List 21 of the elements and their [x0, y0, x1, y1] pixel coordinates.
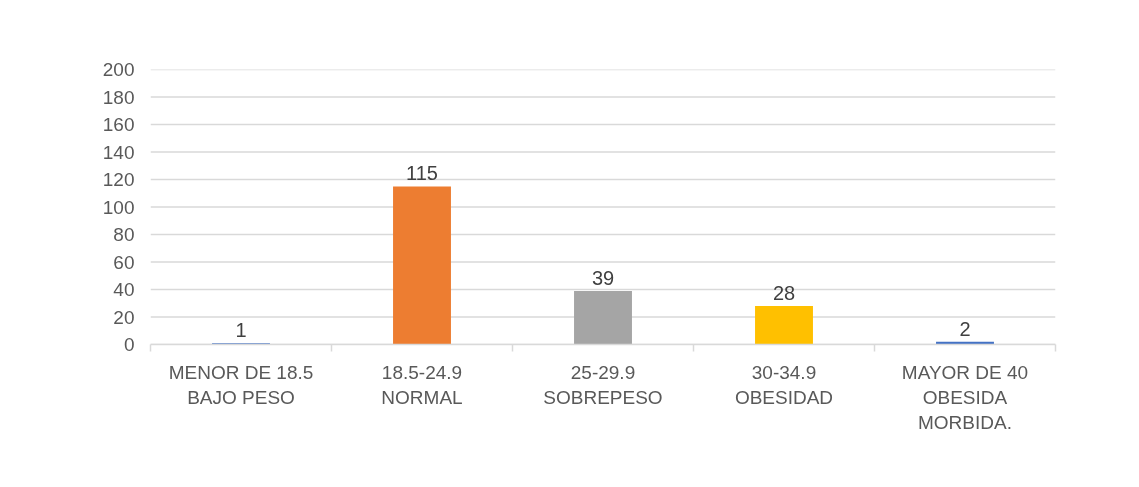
data-label: 39	[591, 266, 615, 289]
y-tick-label: 180	[102, 86, 135, 108]
y-tick-label: 20	[113, 306, 135, 328]
data-label: 115	[406, 162, 438, 185]
y-tick-label: 100	[102, 196, 135, 218]
data-label: 2	[959, 317, 971, 340]
data-label: 28	[772, 282, 796, 304]
x-tick-label: MAYOR DE 40 OBESIDA MORBIDA.	[901, 361, 1029, 433]
x-tick-label: 25-29.9 SOBREPESO	[543, 361, 663, 408]
y-tick-label: 80	[113, 224, 135, 245]
y-tick-label: 60	[113, 251, 135, 273]
x-tick-label: 30-34.9 OBESIDAD	[734, 361, 834, 408]
data-label: 1	[235, 319, 247, 342]
y-tick-label: 0	[123, 334, 135, 355]
y-tick-label: 200	[102, 59, 135, 80]
y-tick-label: 120	[102, 169, 135, 190]
y-tick-label: 160	[102, 114, 135, 135]
y-tick-label: 40	[113, 279, 135, 300]
x-tick-label: MENOR DE 18.5 BAJO PESO	[168, 361, 314, 408]
y-tick-label: 140	[102, 141, 135, 163]
x-tick-label: 18.5-24.9 NORMAL	[381, 361, 463, 408]
